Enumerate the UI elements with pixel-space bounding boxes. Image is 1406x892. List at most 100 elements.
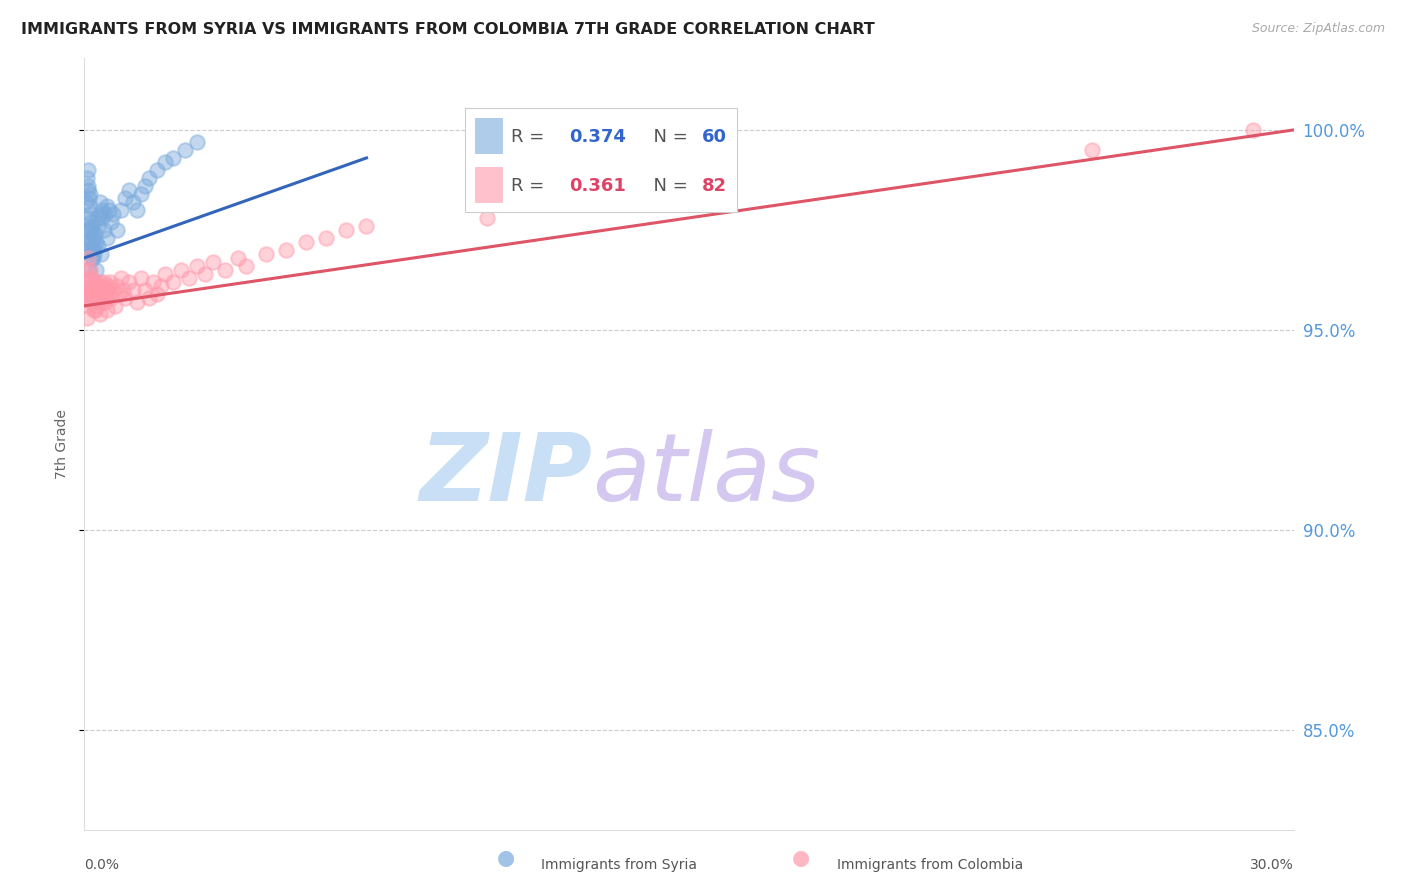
Point <box>96 231 118 245</box>
Point <box>87 278 110 293</box>
Point <box>101 207 124 221</box>
Point <box>86 235 108 249</box>
Point <box>90 247 112 261</box>
Point <box>79 235 101 249</box>
Point <box>153 267 176 281</box>
Point <box>125 202 148 217</box>
Point <box>174 143 197 157</box>
Point <box>84 275 107 289</box>
Point <box>76 275 98 289</box>
Text: IMMIGRANTS FROM SYRIA VS IMMIGRANTS FROM COLOMBIA 7TH GRADE CORRELATION CHART: IMMIGRANTS FROM SYRIA VS IMMIGRANTS FROM… <box>21 22 875 37</box>
Point <box>76 310 98 325</box>
Point <box>89 207 111 221</box>
Point <box>84 283 107 297</box>
Point <box>77 223 100 237</box>
Point <box>105 223 128 237</box>
Point <box>84 227 107 241</box>
Point <box>76 251 98 265</box>
Point <box>79 186 101 201</box>
Point <box>77 299 100 313</box>
Point <box>356 219 378 233</box>
Point <box>84 291 107 305</box>
Point <box>125 294 148 309</box>
Point <box>118 183 141 197</box>
Point <box>80 278 103 293</box>
Point <box>82 243 104 257</box>
Text: atlas: atlas <box>592 429 821 520</box>
FancyBboxPatch shape <box>475 167 502 202</box>
Point <box>84 263 107 277</box>
Text: 0.361: 0.361 <box>569 178 626 195</box>
Point <box>93 291 115 305</box>
Point <box>111 283 134 297</box>
Point <box>87 239 110 253</box>
Point <box>77 271 100 285</box>
Point <box>98 275 121 289</box>
Text: R =: R = <box>512 178 550 195</box>
Point <box>75 194 97 209</box>
Point <box>89 275 111 289</box>
Point <box>146 286 169 301</box>
Point <box>83 247 105 261</box>
Point <box>80 223 103 237</box>
Point <box>162 151 184 165</box>
Point <box>77 223 100 237</box>
Point <box>295 235 318 249</box>
Text: N =: N = <box>641 128 693 146</box>
Point <box>77 211 100 225</box>
Point <box>86 299 108 313</box>
Point <box>107 286 129 301</box>
Point <box>77 183 100 197</box>
Point <box>93 275 115 289</box>
Point <box>91 202 114 217</box>
Point <box>82 291 104 305</box>
Point <box>235 259 257 273</box>
Text: 0.374: 0.374 <box>569 128 626 146</box>
Text: Immigrants from Colombia: Immigrants from Colombia <box>837 858 1022 872</box>
Point <box>226 251 249 265</box>
Point <box>90 211 112 225</box>
Point <box>104 299 127 313</box>
Point <box>97 286 120 301</box>
Point <box>179 271 201 285</box>
Point <box>315 231 337 245</box>
Point <box>83 302 105 317</box>
Text: Immigrants from Syria: Immigrants from Syria <box>541 858 697 872</box>
Point <box>87 219 110 233</box>
Point <box>477 211 499 225</box>
Point <box>129 186 152 201</box>
Point <box>83 302 105 317</box>
Point <box>254 247 277 261</box>
Point <box>90 286 112 301</box>
Point <box>194 267 217 281</box>
Point <box>101 283 124 297</box>
Point <box>91 278 114 293</box>
Text: ●: ● <box>498 848 515 868</box>
Text: 60: 60 <box>702 128 727 146</box>
Point <box>83 278 105 293</box>
Point <box>100 291 122 305</box>
Y-axis label: 7th Grade: 7th Grade <box>55 409 69 479</box>
Point <box>79 199 101 213</box>
Point <box>76 162 98 177</box>
Point <box>97 202 120 217</box>
Point <box>637 194 659 209</box>
Point <box>94 283 117 297</box>
Text: 30.0%: 30.0% <box>1250 858 1294 872</box>
Point <box>79 263 101 277</box>
Point <box>186 135 208 149</box>
Point <box>274 243 297 257</box>
Point <box>80 243 103 257</box>
Point <box>93 223 115 237</box>
Point <box>134 283 156 297</box>
Point <box>96 302 118 317</box>
Point <box>93 207 115 221</box>
Point <box>77 263 100 277</box>
FancyBboxPatch shape <box>475 118 502 153</box>
Point <box>90 283 112 297</box>
Point <box>83 239 105 253</box>
Point <box>89 307 111 321</box>
Point <box>86 283 108 297</box>
Text: 0.0%: 0.0% <box>84 858 120 872</box>
Text: R =: R = <box>512 128 550 146</box>
